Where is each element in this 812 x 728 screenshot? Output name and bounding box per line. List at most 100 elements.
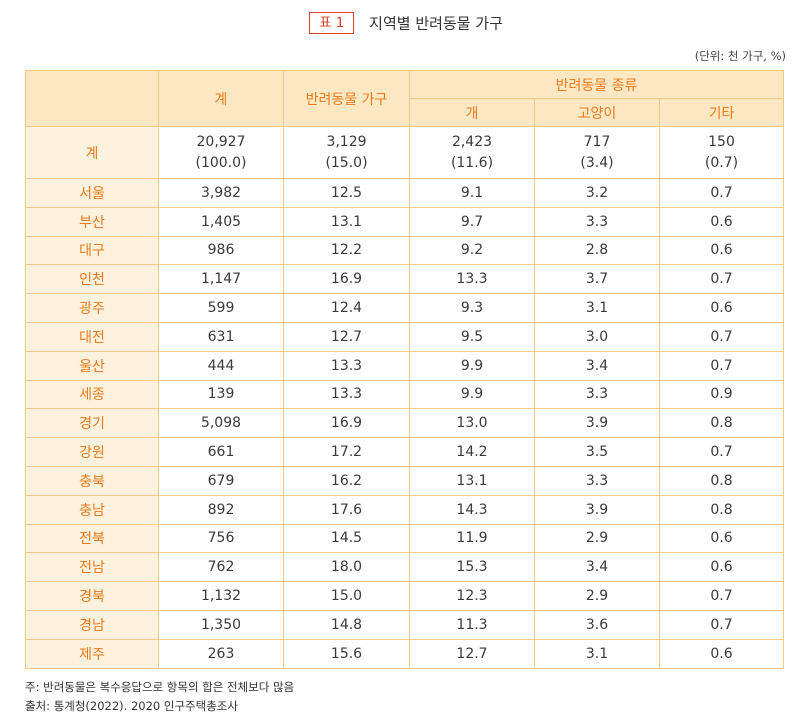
total-cell: 1,350 xyxy=(158,609,284,640)
table-row: 경남 1,350 14.8 11.3 3.6 0.7 xyxy=(25,609,784,640)
cat-cell: 3.9 xyxy=(534,494,660,525)
table-number-badge: 표 1 xyxy=(309,12,355,34)
region-label: 전북 xyxy=(25,523,159,554)
footnote-source: 출처: 통계청(2022). 2020 인구주택총조사 xyxy=(25,699,238,713)
cat-cell: 2.8 xyxy=(534,235,660,266)
region-label: 대구 xyxy=(25,235,159,266)
dog-cell: 12.3 xyxy=(409,581,535,611)
pet-cell: 13.3 xyxy=(283,379,410,410)
cat-cell: 3.1 xyxy=(534,293,660,323)
other-cell: 0.7 xyxy=(659,609,784,640)
pet-cell: 13.3 xyxy=(283,350,410,381)
table-row: 경북 1,132 15.0 12.3 2.9 0.7 xyxy=(25,581,784,611)
cat-cell: 717 (3.4) xyxy=(534,126,660,179)
cat-cell: 3.1 xyxy=(534,638,660,669)
total-cell: 444 xyxy=(158,350,284,381)
pet-value: 3,129 xyxy=(326,133,367,150)
cat-cell: 3.7 xyxy=(534,264,660,295)
region-label: 경기 xyxy=(25,408,159,439)
table-row: 세종 139 13.3 9.9 3.3 0.9 xyxy=(25,379,784,410)
other-percent: (0.7) xyxy=(704,154,739,171)
pet-household-table: 계 반려동물 가구 반려동물 종류 개 고양이 기타 계 20,927 (100.… xyxy=(25,70,784,669)
dog-cell: 13.0 xyxy=(409,408,535,439)
pet-cell: 14.8 xyxy=(283,609,410,640)
other-cell: 0.6 xyxy=(659,552,784,583)
other-cell: 0.7 xyxy=(659,350,784,381)
region-label: 전남 xyxy=(25,552,159,583)
total-value: 20,927 xyxy=(196,133,246,150)
cat-cell: 2.9 xyxy=(534,581,660,611)
pet-percent: (15.0) xyxy=(325,154,368,171)
pet-cell: 17.2 xyxy=(283,437,410,467)
total-cell: 679 xyxy=(158,465,284,496)
dog-cell: 11.3 xyxy=(409,609,535,640)
table-title: 표 1 지역별 반려동물 가구 xyxy=(0,12,812,34)
cat-cell: 3.9 xyxy=(534,408,660,439)
pet-cell: 18.0 xyxy=(283,552,410,583)
other-cell: 0.6 xyxy=(659,293,784,323)
region-label: 강원 xyxy=(25,437,159,467)
pet-cell: 16.9 xyxy=(283,408,410,439)
header-corner xyxy=(25,70,159,127)
region-label: 충남 xyxy=(25,494,159,525)
pet-cell: 12.4 xyxy=(283,293,410,323)
header-dog: 개 xyxy=(409,98,535,127)
dog-cell: 9.7 xyxy=(409,206,535,237)
total-cell: 263 xyxy=(158,638,284,669)
footnote-note: 주: 반려동물은 복수응답으로 항목의 합은 전체보다 많음 xyxy=(25,680,295,694)
cat-value: 717 xyxy=(583,133,611,150)
row-label: 계 xyxy=(25,126,159,179)
other-cell: 0.6 xyxy=(659,523,784,554)
dog-cell: 14.2 xyxy=(409,437,535,467)
total-cell: 986 xyxy=(158,235,284,266)
region-label: 광주 xyxy=(25,293,159,323)
header-other: 기타 xyxy=(659,98,784,127)
total-cell: 762 xyxy=(158,552,284,583)
unit-note: (단위: 천 가구, %) xyxy=(694,49,786,63)
dog-cell: 14.3 xyxy=(409,494,535,525)
other-cell: 0.9 xyxy=(659,379,784,410)
pet-cell: 16.2 xyxy=(283,465,410,496)
table-row: 대구 986 12.2 9.2 2.8 0.6 xyxy=(25,235,784,266)
total-cell: 1,132 xyxy=(158,581,284,611)
other-cell: 0.7 xyxy=(659,178,784,208)
cat-cell: 3.5 xyxy=(534,437,660,467)
table-row: 제주 263 15.6 12.7 3.1 0.6 xyxy=(25,638,784,669)
cat-cell: 3.2 xyxy=(534,178,660,208)
table-row: 전남 762 18.0 15.3 3.4 0.6 xyxy=(25,552,784,583)
cat-cell: 3.0 xyxy=(534,321,660,352)
table-row: 강원 661 17.2 14.2 3.5 0.7 xyxy=(25,437,784,467)
region-label: 충북 xyxy=(25,465,159,496)
dog-cell: 9.3 xyxy=(409,293,535,323)
region-label: 인천 xyxy=(25,264,159,295)
total-cell: 139 xyxy=(158,379,284,410)
total-percent: (100.0) xyxy=(195,154,247,171)
region-label: 대전 xyxy=(25,321,159,352)
total-cell: 661 xyxy=(158,437,284,467)
table-row: 울산 444 13.3 9.9 3.4 0.7 xyxy=(25,350,784,381)
pet-cell: 12.7 xyxy=(283,321,410,352)
header-cat: 고양이 xyxy=(534,98,660,127)
total-cell: 631 xyxy=(158,321,284,352)
total-cell: 3,982 xyxy=(158,178,284,208)
other-cell: 0.8 xyxy=(659,494,784,525)
table-row: 대전 631 12.7 9.5 3.0 0.7 xyxy=(25,321,784,352)
other-cell: 0.8 xyxy=(659,408,784,439)
cat-cell: 3.4 xyxy=(534,552,660,583)
footnotes: 주: 반려동물은 복수응답으로 항목의 합은 전체보다 많음 출처: 통계청(2… xyxy=(25,678,294,716)
total-cell: 20,927 (100.0) xyxy=(158,126,284,179)
table-title-text: 지역별 반려동물 가구 xyxy=(369,14,503,33)
other-cell: 0.7 xyxy=(659,581,784,611)
table-row: 충북 679 16.2 13.1 3.3 0.8 xyxy=(25,465,784,496)
region-label: 울산 xyxy=(25,350,159,381)
header-pet-types: 반려동물 종류 xyxy=(409,70,784,99)
total-cell: 1,405 xyxy=(158,206,284,237)
total-cell: 1,147 xyxy=(158,264,284,295)
pet-cell: 17.6 xyxy=(283,494,410,525)
cat-percent: (3.4) xyxy=(580,154,614,171)
dog-percent: (11.6) xyxy=(450,154,494,171)
pet-cell: 15.6 xyxy=(283,638,410,669)
other-value: 150 xyxy=(708,133,735,150)
cat-cell: 3.3 xyxy=(534,206,660,237)
dog-cell: 9.5 xyxy=(409,321,535,352)
